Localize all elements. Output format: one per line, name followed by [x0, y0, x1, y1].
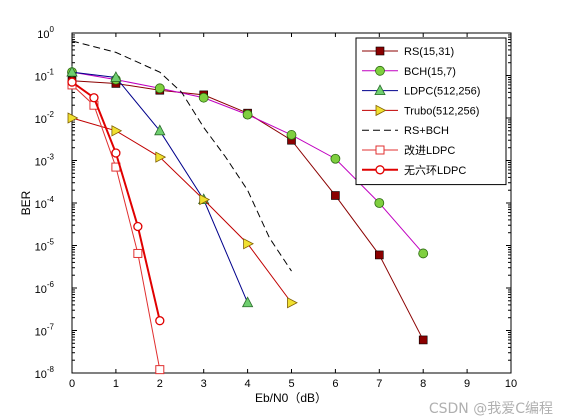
legend-marker	[374, 84, 386, 95]
data-point	[155, 151, 167, 163]
data-point	[111, 125, 123, 137]
legend-entry: 无六环LDPC	[362, 164, 466, 177]
data-point	[330, 153, 341, 164]
data-point	[418, 335, 428, 345]
data-point	[111, 148, 121, 158]
x-tick-label: 6	[332, 378, 338, 390]
x-tick-label: 3	[201, 378, 207, 390]
legend-entry: 改进LDPC	[362, 143, 455, 157]
x-tick-label: 9	[464, 378, 470, 390]
y-tick-label: 10-7	[35, 323, 55, 339]
legend-marker	[375, 65, 385, 76]
data-point	[286, 130, 297, 140]
series-6	[67, 77, 165, 326]
data-point	[331, 191, 340, 200]
data-point	[241, 296, 254, 308]
legend-marker	[375, 104, 387, 117]
data-point	[374, 250, 384, 260]
data-point	[133, 248, 143, 258]
y-tick-label: 10-8	[35, 365, 55, 381]
data-point	[199, 193, 211, 206]
data-point	[242, 109, 253, 120]
data-point	[154, 124, 166, 136]
legend-label: BCH(15,7)	[404, 66, 456, 78]
legend-entry: LDPC(512,256)	[362, 84, 480, 98]
x-tick-label: 5	[288, 378, 294, 390]
series-layer	[66, 40, 429, 375]
data-point	[155, 316, 165, 326]
x-axis-label: Eb/N0（dB）	[255, 391, 327, 405]
legend-label: 无六环LDPC	[404, 164, 466, 177]
legend-entry: BCH(15,7)	[362, 66, 456, 78]
data-point	[154, 83, 165, 94]
data-point	[243, 238, 254, 250]
data-point	[287, 297, 298, 309]
y-tick-label: 10-2	[35, 110, 55, 126]
legend: RS(15,31) BCH(15,7) LDPC(512,256) Trubo(512…	[355, 37, 507, 186]
legend-marker	[375, 165, 385, 175]
x-tick-label: 0	[69, 378, 75, 390]
data-point	[66, 65, 78, 77]
y-axis-label: BER	[19, 190, 33, 215]
data-point	[67, 77, 77, 87]
series-3	[67, 112, 298, 309]
x-tick-label: 8	[420, 378, 426, 390]
y-axis-ticks: 100 10-1 10-2 10-3 10-4 10-5 10-6 10-7 10-8	[35, 25, 511, 381]
y-tick-label: 10-6	[35, 280, 55, 296]
legend-label: 改进LDPC	[404, 143, 455, 157]
data-point	[418, 248, 429, 259]
data-point	[198, 92, 209, 103]
data-point	[89, 93, 99, 103]
legend-label: Trubo(512,256)	[404, 105, 479, 117]
y-tick-label: 10-3	[35, 153, 55, 169]
x-tick-label: 2	[157, 378, 163, 390]
legend-entry: Trubo(512,256)	[362, 104, 479, 117]
data-point	[155, 365, 165, 375]
watermark-text: CSDN @我爱C编程	[428, 401, 553, 417]
legend-label: RS(15,31)	[404, 46, 454, 58]
legend-entry: RS+BCH	[362, 125, 449, 137]
x-tick-label: 4	[245, 378, 251, 390]
legend-entry: RS(15,31)	[362, 46, 454, 58]
data-point	[133, 221, 143, 232]
legend-marker	[375, 46, 385, 56]
legend-label: RS+BCH	[404, 125, 449, 137]
legend-label: LDPC(512,256)	[404, 86, 480, 98]
data-point	[110, 71, 122, 82]
y-tick-label: 10-4	[35, 195, 55, 211]
x-tick-label: 1	[113, 378, 119, 390]
legend-marker	[375, 145, 385, 155]
data-point	[67, 112, 79, 124]
x-tick-label: 10	[505, 378, 517, 390]
series-4	[71, 40, 292, 272]
data-point	[374, 198, 385, 208]
series-line	[71, 117, 292, 304]
series-line	[71, 40, 292, 272]
x-axis-ticks: 0 1 2 3 4 5 6 7 8 9 10	[69, 33, 517, 390]
y-tick-label: 100	[37, 25, 54, 41]
x-tick-label: 7	[376, 378, 382, 390]
y-tick-label: 10-1	[35, 68, 55, 84]
y-tick-label: 10-5	[35, 238, 55, 254]
